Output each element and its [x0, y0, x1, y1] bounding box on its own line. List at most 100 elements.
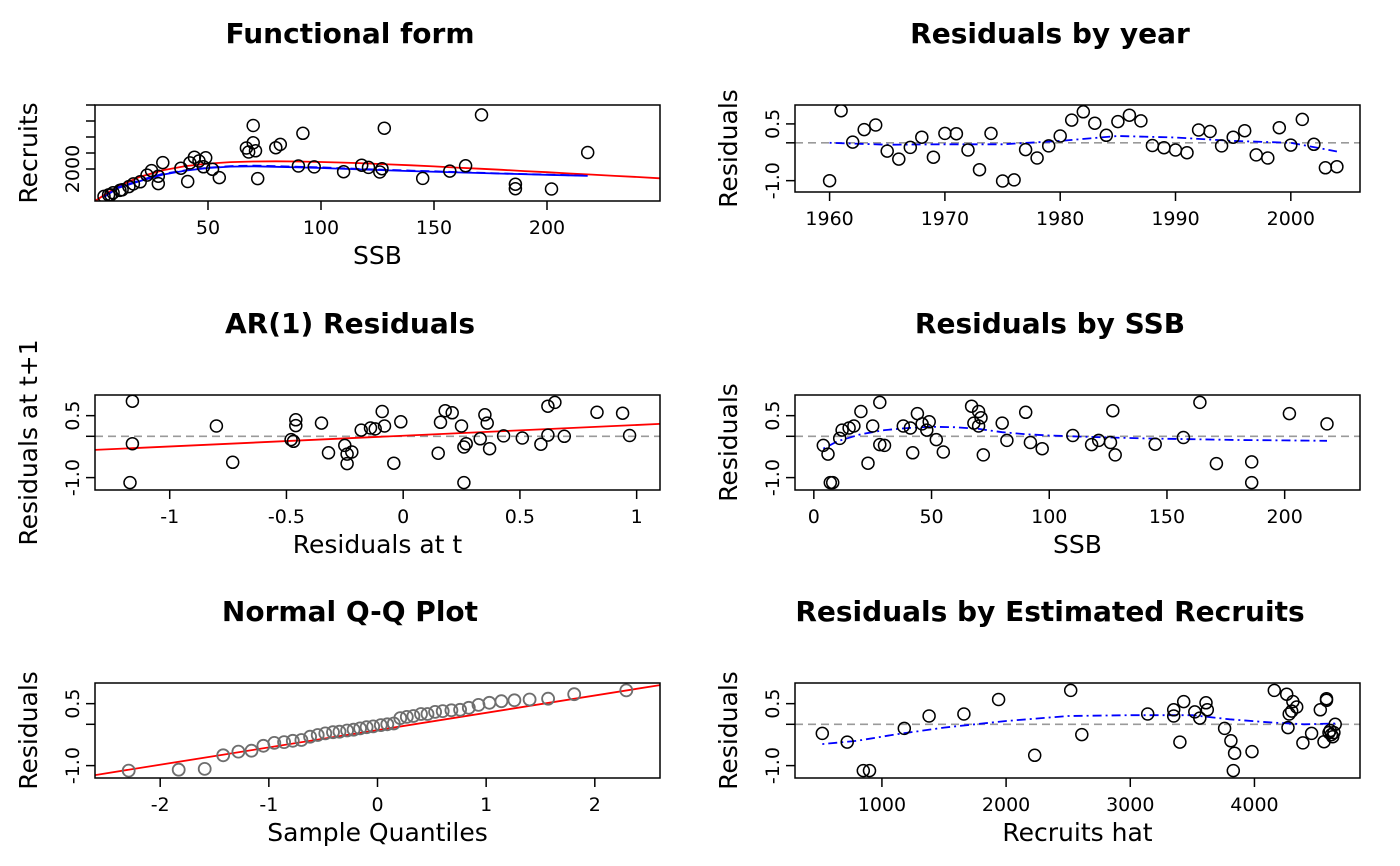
data-point: [534, 437, 548, 451]
panel-ar1: AR(1) Residuals -1 -0.5 0 0.5 1 -1.0 0.5 Residua…: [14, 307, 661, 559]
data-point: [508, 181, 523, 196]
data-point: [205, 162, 220, 177]
y-axis-label: Residuals: [714, 383, 743, 502]
y-tick-label: 0.5: [762, 689, 784, 719]
data-point: [897, 721, 912, 736]
plot-area: [795, 395, 1360, 490]
plot-area: [795, 105, 1360, 188]
data-point: [1209, 456, 1224, 471]
data-point: [1330, 159, 1344, 174]
fit-line-1: [822, 714, 1336, 745]
x-tick-label: 4000: [1230, 794, 1278, 816]
data-point: [1295, 112, 1310, 127]
data-point: [976, 448, 991, 462]
data-point: [115, 183, 129, 197]
data-point: [244, 743, 259, 758]
panel-functional: Functional form 50 100 150 200 2000 SSB Recruit…: [14, 17, 661, 270]
data-point: [1103, 435, 1118, 450]
data-point: [1304, 726, 1319, 741]
data-point: [340, 456, 354, 471]
panel-title: Residuals by SSB: [915, 307, 1185, 340]
data-point: [125, 436, 140, 451]
data-point: [541, 691, 555, 706]
x-axis-label: SSB: [1053, 530, 1102, 559]
plot-area: [95, 395, 660, 490]
data-point: [387, 456, 401, 470]
data-point: [1035, 441, 1049, 456]
data-point: [929, 432, 944, 447]
data-point: [971, 419, 986, 433]
data-point: [296, 126, 310, 141]
data-point: [1122, 108, 1137, 122]
data-point: [873, 395, 887, 410]
data-point: [444, 703, 459, 718]
data-point: [433, 415, 448, 430]
x-tick-label: 200: [529, 217, 565, 239]
data-point: [995, 416, 1009, 430]
panel-byhat: Residuals by Estimated Recruits 1000 2000 3…: [714, 595, 1361, 847]
data-point: [548, 395, 562, 410]
data-point: [269, 140, 283, 155]
data-point: [459, 436, 473, 451]
data-point: [1041, 139, 1056, 153]
data-point: [896, 419, 911, 433]
data-point: [368, 422, 382, 436]
y-tick-label: -1.0: [762, 459, 784, 496]
data-point: [815, 726, 830, 741]
x-tick-label: 1960: [805, 208, 853, 230]
plot-frame: [794, 682, 1361, 779]
plot-frame: [794, 104, 1361, 193]
data-point: [431, 446, 445, 460]
panel-title: Residuals by Estimated Recruits: [795, 595, 1304, 628]
data-point: [903, 140, 918, 155]
x-tick-label: 150: [1149, 506, 1185, 528]
data-point: [1261, 151, 1275, 165]
data-point: [289, 413, 303, 427]
data-point: [1108, 448, 1122, 462]
data-point: [248, 144, 263, 158]
data-point: [1327, 725, 1341, 740]
x-tick-label: 1000: [858, 794, 906, 816]
data-point: [892, 152, 906, 166]
data-point: [225, 455, 240, 470]
data-point: [406, 709, 421, 723]
data-point: [1319, 691, 1334, 706]
data-point: [1140, 707, 1155, 721]
data-point: [957, 707, 971, 721]
data-point: [458, 159, 473, 173]
data-point: [361, 160, 376, 175]
data-point: [1018, 405, 1033, 420]
fit-line-1: [822, 425, 1328, 450]
data-point: [972, 162, 987, 177]
data-point: [856, 763, 871, 778]
plot-area: [95, 108, 660, 201]
plot-frame: [94, 394, 661, 491]
data-point: [394, 415, 408, 429]
data-point: [1320, 417, 1334, 431]
x-axis-label: SSB: [353, 241, 402, 270]
data-point: [1244, 455, 1259, 469]
data-point: [285, 733, 300, 748]
data-point: [286, 434, 301, 449]
y-axis-label: Residuals: [714, 671, 743, 790]
data-point: [854, 404, 868, 419]
data-point: [832, 431, 847, 446]
data-point: [857, 122, 871, 137]
data-point: [246, 118, 260, 133]
data-point: [212, 170, 227, 185]
data-point: [1088, 116, 1102, 130]
x-axis-label: Sample Quantiles: [267, 818, 487, 847]
x-tick-label: 0: [371, 794, 383, 816]
data-point: [1237, 123, 1252, 138]
data-point: [123, 475, 137, 490]
x-axis-label: Recruits hat: [1002, 818, 1152, 847]
data-point: [482, 441, 497, 456]
data-point: [590, 405, 604, 420]
data-point: [336, 164, 351, 179]
x-tick-label: 0: [397, 506, 409, 528]
data-point: [1224, 734, 1238, 748]
data-point: [865, 419, 880, 433]
x-tick-label: 1990: [1151, 208, 1199, 230]
data-point: [961, 143, 975, 157]
data-point: [494, 694, 509, 709]
